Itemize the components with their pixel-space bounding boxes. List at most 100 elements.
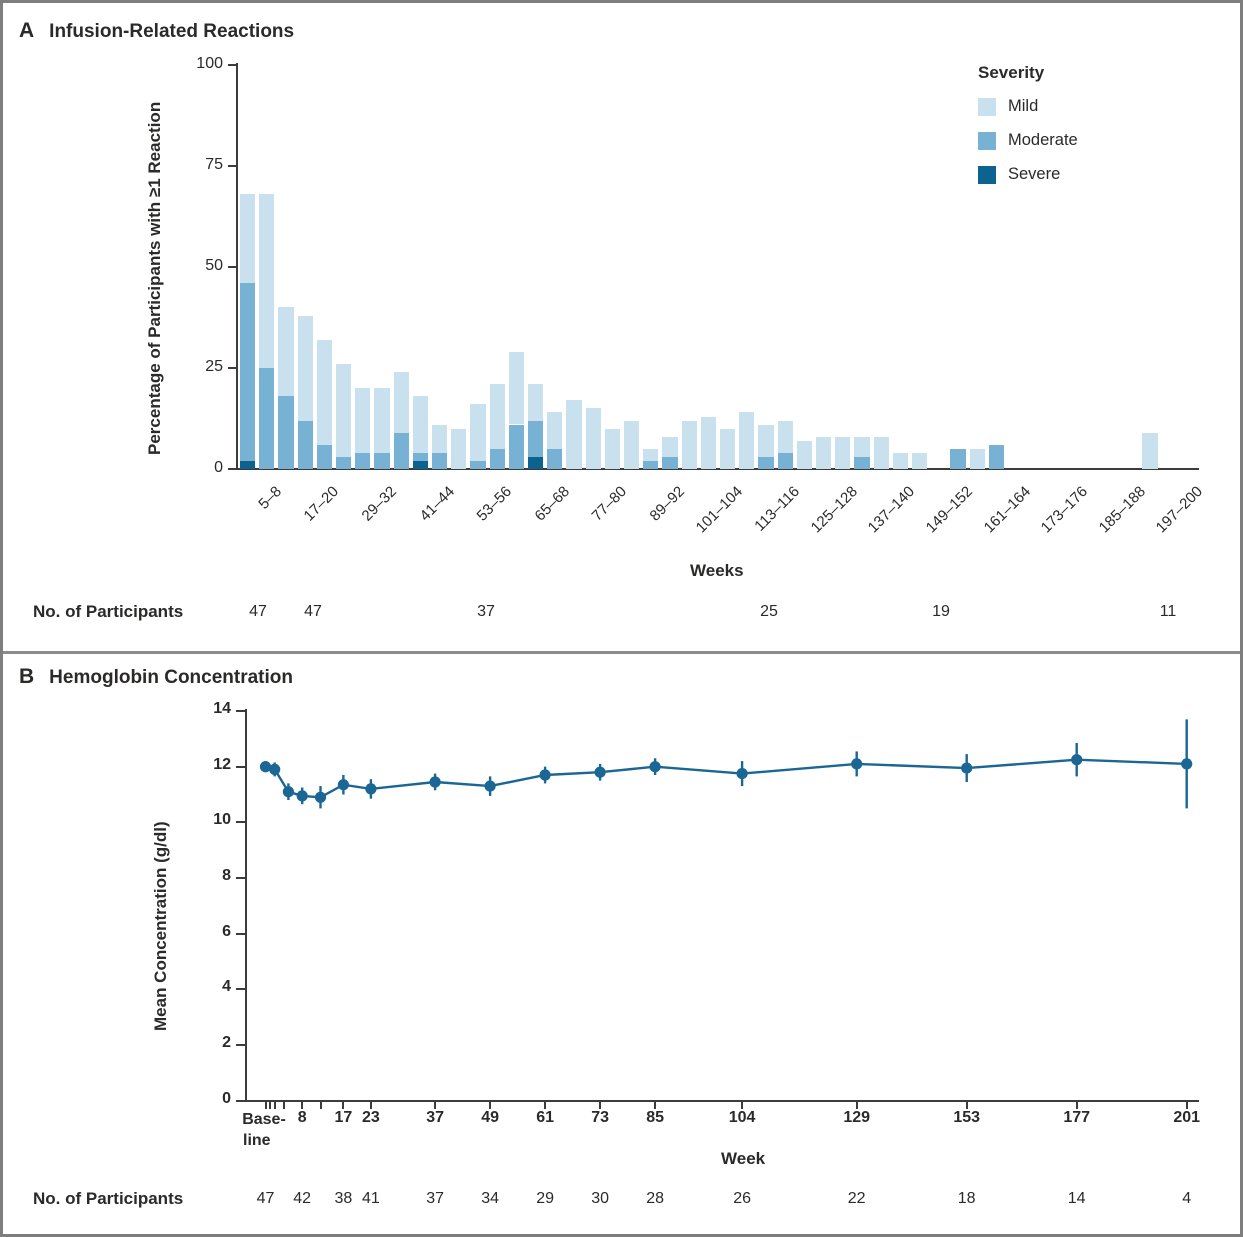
severe-color-swatch xyxy=(978,165,996,184)
panel-b-x-tick-label: 23 xyxy=(361,1109,380,1126)
bar-segment-mild xyxy=(528,384,544,421)
panel-b-baseline-label: Base- line xyxy=(229,1109,299,1151)
bar-segment-moderate xyxy=(355,452,371,469)
panel-b-x-tick xyxy=(282,1102,285,1109)
bar-segment-mild xyxy=(1142,432,1158,469)
panel-a-title: A Infusion-Related Reactions xyxy=(19,19,294,43)
bar-segment-moderate xyxy=(988,444,1004,469)
participant-count: 41 xyxy=(361,1190,380,1207)
bar-segment-mild xyxy=(393,372,409,433)
panel-b-y-tick xyxy=(236,710,246,713)
bar-segment-moderate xyxy=(854,456,870,469)
bar-segment-moderate xyxy=(278,396,294,469)
participant-count: 37 xyxy=(477,603,495,620)
participant-count: 26 xyxy=(733,1190,751,1207)
bar-segment-mild xyxy=(854,436,870,457)
legend-label-moderate: Moderate xyxy=(1008,131,1078,149)
panel-b-y-tick xyxy=(236,932,246,935)
panel-b-y-tick xyxy=(236,876,246,879)
panel-b-y-axis-line xyxy=(245,709,247,1102)
panel-b-x-tick-label: 153 xyxy=(953,1109,981,1126)
data-point xyxy=(296,790,308,802)
bar-segment-mild xyxy=(681,420,697,469)
panel-b-y-tick-label: 6 xyxy=(222,922,231,940)
bar-segment-mild xyxy=(700,416,716,469)
panel-b-x-tick xyxy=(1185,1102,1188,1109)
bar-segment-mild xyxy=(355,388,371,453)
panel-b-x-tick xyxy=(269,1102,272,1109)
panel-divider xyxy=(3,651,1240,654)
bar-segment-moderate xyxy=(508,424,524,469)
bar-segment-mild xyxy=(796,440,812,469)
bar-segment-mild xyxy=(489,384,505,449)
bar-segment-mild xyxy=(662,436,678,457)
panel-b-y-tick-label: 8 xyxy=(222,866,231,884)
legend-item-severe: Severe xyxy=(978,165,1078,184)
panel-b-x-tick xyxy=(965,1102,968,1109)
panel-b-tag: B xyxy=(19,665,35,688)
bar-segment-mild xyxy=(892,452,908,469)
panel-a-y-tick xyxy=(228,367,237,369)
panel-a-y-tick xyxy=(228,64,237,66)
bar-segment-mild xyxy=(604,428,620,469)
data-point xyxy=(282,786,294,798)
panel-a-participants-label: No. of Participants xyxy=(33,602,184,621)
bar-segment-moderate xyxy=(316,444,332,469)
panel-a-x-axis-title: Weeks xyxy=(690,561,744,580)
bar-segment-moderate xyxy=(374,452,390,469)
panel-b-x-tick-label: 201 xyxy=(1173,1109,1201,1126)
participant-count: 25 xyxy=(760,603,778,620)
bar-segment-mild xyxy=(585,408,601,469)
panel-b-y-tick-label: 4 xyxy=(222,978,231,996)
panel-a-y-tick xyxy=(228,468,237,470)
data-point xyxy=(1181,758,1193,770)
hemoglobin-trend-line xyxy=(265,758,1187,799)
panel-a-y-tick xyxy=(228,165,237,167)
panel-b-x-tick xyxy=(434,1102,437,1109)
participant-count: 19 xyxy=(932,603,950,620)
participant-count: 11 xyxy=(1159,603,1177,620)
panel-b-x-tick xyxy=(369,1102,372,1109)
panel-b-x-tick xyxy=(489,1102,492,1109)
panel-b-title: B Hemoglobin Concentration xyxy=(19,665,293,689)
data-point xyxy=(851,758,863,770)
participant-count: 38 xyxy=(334,1190,353,1207)
bar-segment-moderate xyxy=(662,456,678,469)
panel-b-x-tick-label: 17 xyxy=(334,1109,353,1126)
panel-b-y-tick xyxy=(236,1043,246,1046)
participant-count: 30 xyxy=(591,1190,609,1207)
participant-count: 47 xyxy=(256,1190,275,1207)
bar-segment-moderate xyxy=(547,448,563,469)
panel-b-y-tick xyxy=(236,765,246,768)
bar-segment-moderate xyxy=(470,460,486,469)
bar-segment-mild xyxy=(873,436,889,469)
participant-count: 37 xyxy=(426,1190,444,1207)
panel-b-x-tick xyxy=(599,1102,602,1109)
panel-a-title-text: Infusion-Related Reactions xyxy=(49,21,295,42)
panel-a-x-axis-line xyxy=(236,468,1199,470)
bar-segment-moderate xyxy=(432,452,448,469)
data-point xyxy=(365,783,377,795)
panel-b-x-tick-label: 104 xyxy=(728,1109,756,1126)
bar-segment-severe xyxy=(240,460,256,469)
legend-label-severe: Severe xyxy=(1008,165,1061,183)
legend-item-mild: Mild xyxy=(978,97,1078,116)
participant-count: 34 xyxy=(481,1190,499,1207)
participant-count: 47 xyxy=(249,603,267,620)
bar-segment-moderate xyxy=(528,420,544,457)
data-point xyxy=(594,766,606,778)
data-point xyxy=(961,762,973,774)
panel-b-y-tick xyxy=(236,988,246,991)
panel-b-y-tick-label: 10 xyxy=(213,811,231,829)
data-point xyxy=(736,768,748,780)
bar-segment-moderate xyxy=(240,283,256,461)
bar-segment-mild xyxy=(547,412,563,449)
panel-b-y-tick-label: 12 xyxy=(213,755,231,773)
bar-segment-moderate xyxy=(777,452,793,469)
panel-b-y-tick xyxy=(236,1099,246,1102)
panel-b-y-axis-label: Mean Concentration (g/dl) xyxy=(151,821,170,1031)
participant-count: 29 xyxy=(536,1190,554,1207)
bar-segment-mild xyxy=(624,420,640,469)
panel-b-y-tick xyxy=(236,821,246,824)
panel-b-x-tick xyxy=(855,1102,858,1109)
